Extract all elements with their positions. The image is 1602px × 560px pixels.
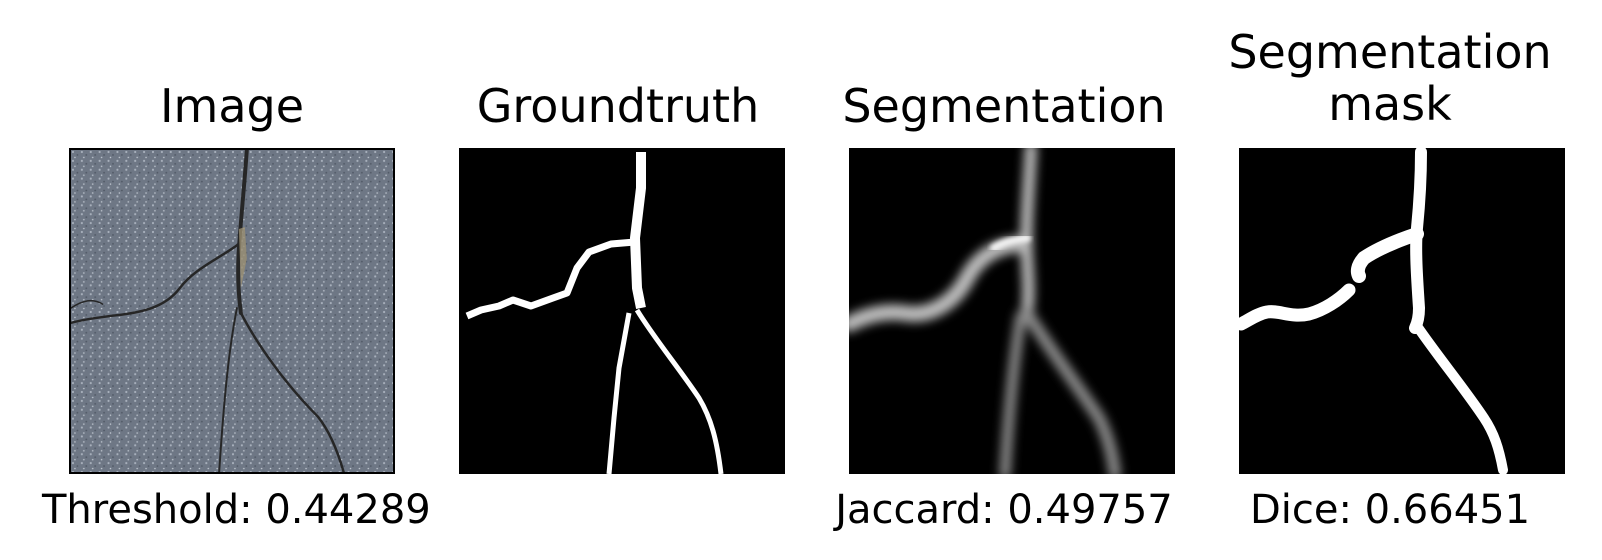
- panel-segmentation-mask: Segmentation mask Dice: 0.66451: [1200, 0, 1580, 560]
- panel-title-groundtruth: Groundtruth: [476, 79, 760, 133]
- panel-title-image: Image: [159, 79, 305, 133]
- panel-title-segmentation: Segmentation: [842, 79, 1166, 133]
- threshold-label: Threshold: 0.44289: [42, 487, 431, 533]
- asphalt-photo: [69, 148, 395, 474]
- panel-image: Image Threshold: 0.44289: [42, 0, 431, 560]
- groundtruth-mask: [459, 148, 785, 474]
- jaccard-label: Jaccard: 0.49757: [835, 487, 1173, 533]
- segmentation-mask: [1239, 148, 1565, 474]
- panel-title-line-1: Segmentation: [1228, 25, 1552, 79]
- panel-title-segmentation-mask: Segmentation mask: [1200, 26, 1580, 130]
- panel-segmentation: Segmentation Jaccard: 0.49757: [814, 0, 1194, 560]
- panel-groundtruth: Groundtruth: [428, 0, 808, 560]
- segmentation-heatmap: [849, 148, 1175, 474]
- dice-label: Dice: 0.66451: [1249, 487, 1531, 533]
- panel-title-line-2: mask: [1328, 77, 1452, 131]
